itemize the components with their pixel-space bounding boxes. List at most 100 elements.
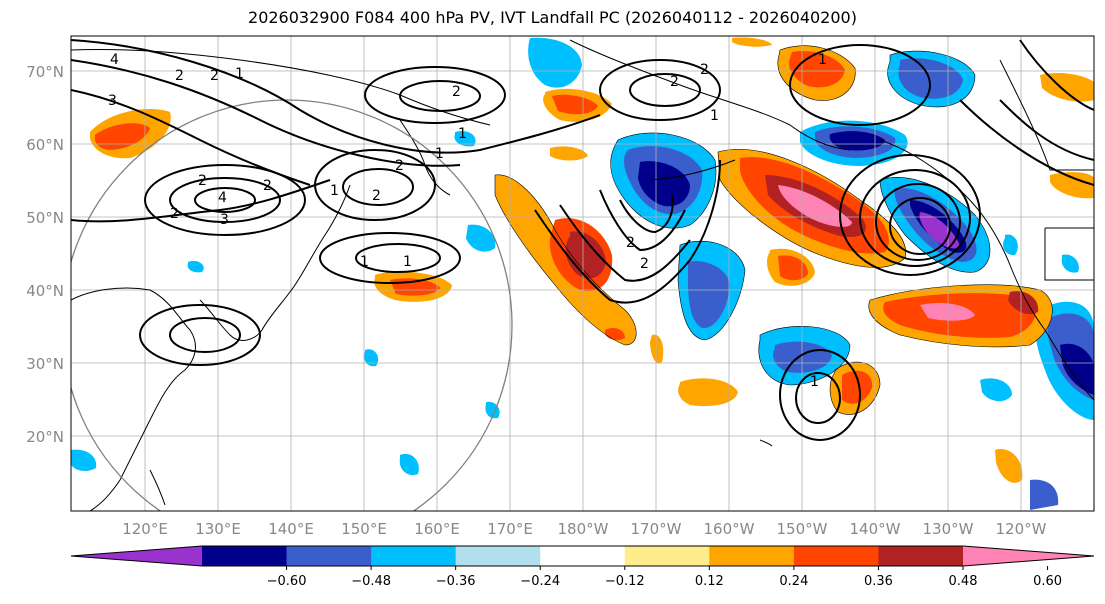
contour-labels: 4 2 2 1 3 2 2 2 1 2 4 3 1 2 2 1 1 1 2 2 … (108, 52, 827, 390)
pv-contours (71, 39, 1094, 441)
negative-anomaly (1030, 479, 1059, 510)
positive-anomaly (788, 50, 845, 88)
colorbar-extend-max (963, 546, 1094, 566)
siberia-coast (71, 49, 491, 126)
negative-anomaly (688, 261, 730, 329)
colorbar-tick-label: 0.24 (779, 574, 808, 589)
lon-label: 170°W (631, 520, 682, 538)
contour-label: 2 (263, 178, 272, 194)
lon-label: 120°W (996, 520, 1047, 538)
contour-label: 2 (700, 62, 709, 78)
border-line (1044, 227, 1094, 281)
positive-anomaly (650, 334, 664, 364)
lat-label: 30°N (26, 355, 64, 373)
lat-label: 50°N (26, 209, 64, 227)
contour-label: 1 (810, 374, 819, 390)
positive-anomaly (1050, 172, 1094, 199)
negative-anomaly (71, 449, 97, 472)
negative-anomaly (898, 58, 963, 99)
colorbar-segment (793, 546, 879, 566)
colorbar-tick-label: 0.36 (864, 574, 893, 589)
positive-anomaly (552, 94, 598, 115)
negative-anomaly (1060, 343, 1094, 395)
lon-label: 140°E (268, 520, 314, 538)
contour-label: 2 (452, 84, 461, 100)
colorbar-tick-label: −0.48 (351, 574, 391, 589)
colorbar: −0.60 −0.48 −0.36 −0.24 −0.12 0.12 0.24 0.36 0.4… (70, 545, 1095, 589)
contour-label: 2 (198, 173, 207, 189)
negative-anomaly (638, 161, 690, 207)
positive-anomaly (778, 185, 852, 227)
contour-label: 2 (170, 206, 179, 222)
alaska-coast (569, 39, 851, 151)
negative-anomaly (919, 212, 960, 249)
colorbar-tick-label: −0.12 (605, 574, 645, 589)
negative-anomaly (454, 130, 476, 147)
lon-label: 160°E (414, 520, 460, 538)
contour-label: 1 (360, 254, 369, 270)
lon-label: 170°E (487, 520, 533, 538)
positive-anomaly (842, 370, 873, 404)
negative-anomaly (829, 131, 885, 151)
contour-label: 1 (435, 146, 444, 162)
lon-label: 150°W (777, 520, 828, 538)
colorbar-extend-min (71, 546, 202, 566)
map-title: 2026032900 F084 400 hPa PV, IVT Landfall… (248, 8, 857, 27)
lon-label: 130°E (195, 520, 241, 538)
colorbar-segment (202, 546, 288, 566)
coastlines (71, 39, 1094, 511)
contour-label: 2 (640, 256, 649, 272)
contour-label: 1 (403, 254, 412, 270)
contour-label: 2 (395, 158, 404, 174)
map-frame (70, 35, 1095, 512)
asia-coastline (71, 287, 196, 511)
map-plot-area: 4 2 2 1 3 2 2 2 1 2 4 3 1 2 2 1 1 1 2 2 … (71, 36, 1094, 511)
negative-anomaly (364, 349, 379, 367)
contour-label: 2 (210, 68, 219, 84)
contour-label: 3 (220, 212, 229, 228)
korea-japan-coast (199, 184, 351, 341)
colorbar-tick-label: 0.48 (949, 574, 978, 589)
colorbar-segment (878, 546, 964, 566)
lon-label: 120°E (122, 520, 168, 538)
contour-label: 2 (372, 188, 381, 204)
negative-anomaly (980, 378, 1012, 402)
contour-label: 2 (626, 235, 635, 251)
positive-anomaly (778, 255, 808, 281)
negative-anomaly (466, 224, 496, 252)
negative-anomaly (399, 453, 419, 476)
pv-shading (71, 37, 1094, 510)
aleutians (649, 159, 736, 181)
lon-label: 160°W (704, 520, 755, 538)
positive-anomaly (678, 378, 738, 407)
colorbar-segment (286, 546, 372, 566)
contour-label: 2 (175, 68, 184, 84)
colorbar-segment (455, 546, 541, 566)
positive-anomaly (995, 449, 1023, 483)
lon-label: 130°W (923, 520, 974, 538)
contour-label: 1 (710, 108, 719, 124)
colorbar-segment (709, 546, 795, 566)
lat-label: 20°N (26, 428, 64, 446)
positive-anomaly (550, 146, 588, 161)
positive-anomaly (94, 123, 150, 150)
lat-label: 60°N (26, 136, 64, 154)
lat-label: 70°N (26, 63, 64, 81)
contour-label: 3 (108, 93, 117, 109)
colorbar-segment (624, 546, 710, 566)
colorbar-segment (540, 546, 626, 566)
colorbar-tick-label: −0.24 (520, 574, 560, 589)
colorbar-tick-label: 0.12 (695, 574, 724, 589)
colorbar-segment (371, 546, 457, 566)
colorbar-tick-label: −0.60 (267, 574, 307, 589)
contour-label: 1 (458, 126, 467, 142)
lon-label: 150°E (341, 520, 387, 538)
colorbar-tick-label: −0.36 (436, 574, 476, 589)
philippines (149, 469, 166, 506)
contour-label: 1 (818, 52, 827, 68)
contour-label: 1 (330, 183, 339, 199)
negative-anomaly (485, 401, 500, 419)
positive-anomaly (732, 37, 772, 47)
hawaii (759, 439, 773, 447)
lon-label: 180°W (558, 520, 609, 538)
